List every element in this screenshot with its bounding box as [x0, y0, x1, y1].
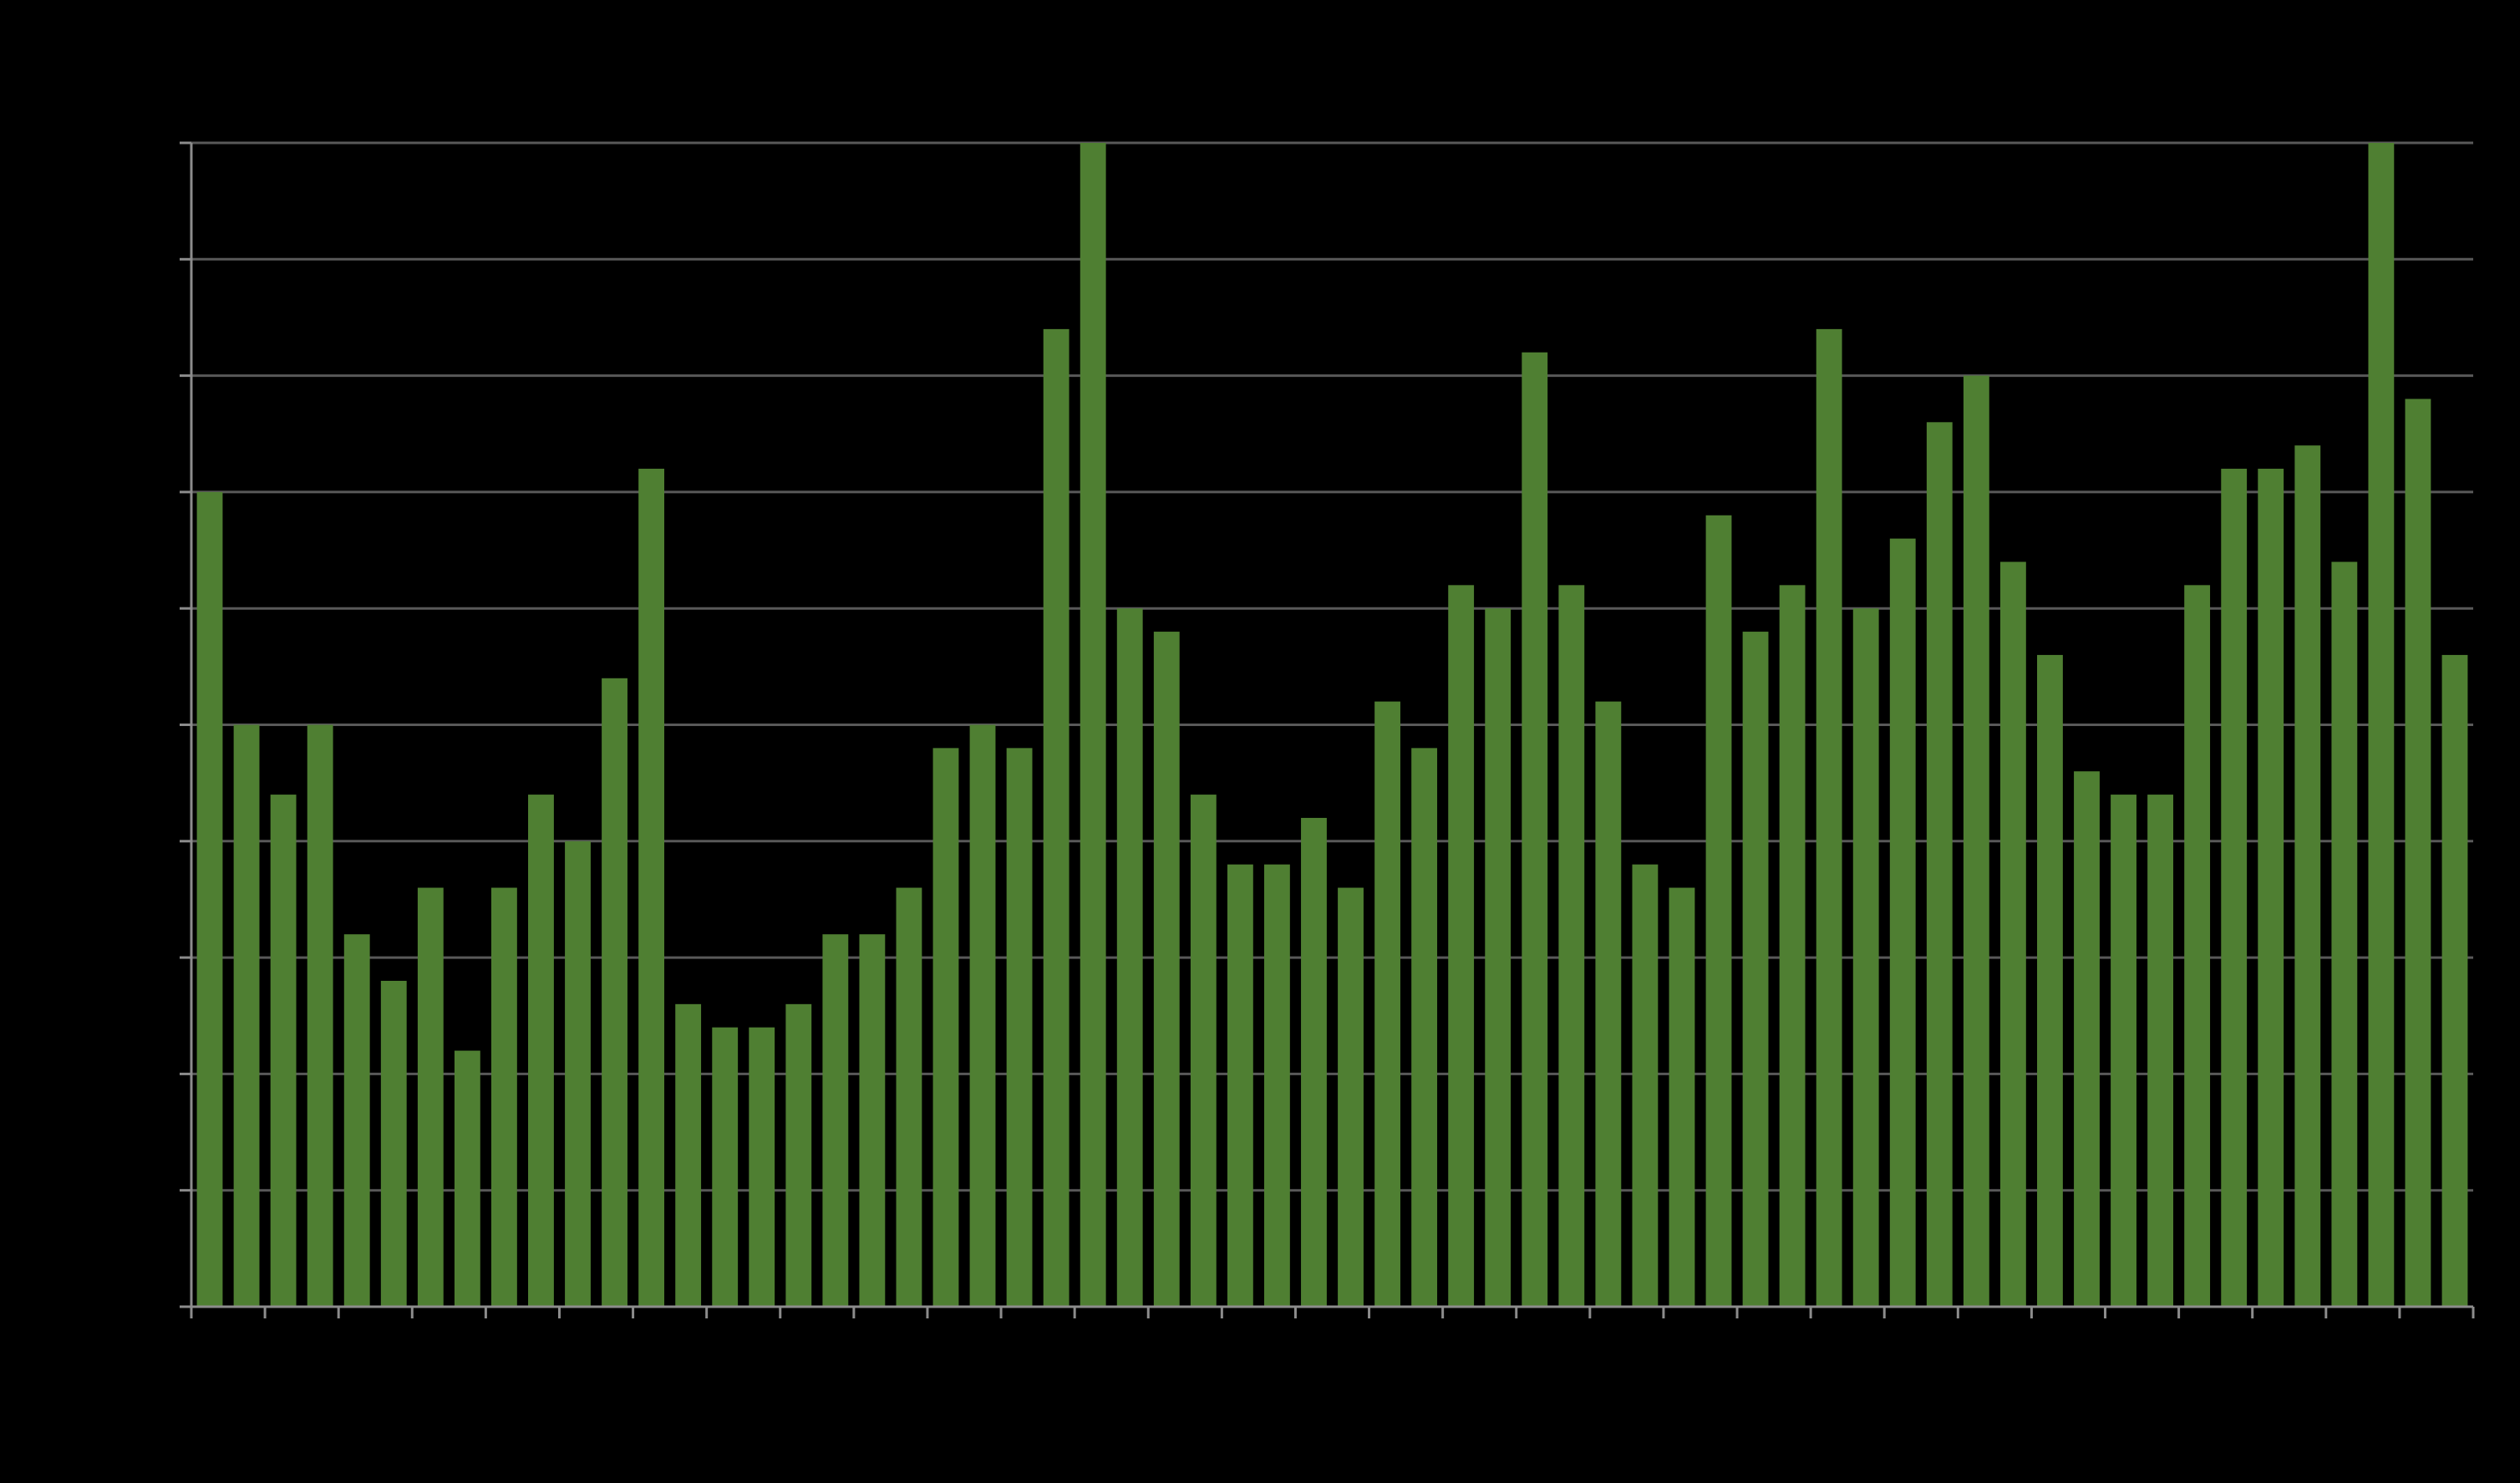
bar — [602, 678, 627, 1307]
bar — [1227, 864, 1253, 1307]
bar — [1116, 608, 1143, 1307]
bar — [1595, 701, 1622, 1307]
bar — [380, 980, 407, 1307]
bar — [1006, 748, 1033, 1307]
bar — [896, 887, 922, 1307]
bar — [2294, 445, 2321, 1308]
bar — [969, 724, 996, 1307]
bar — [859, 934, 886, 1307]
bar — [1926, 422, 1953, 1307]
bar — [307, 724, 333, 1307]
bar — [233, 724, 260, 1307]
bar — [1301, 817, 1327, 1307]
bar — [822, 934, 849, 1307]
bar — [270, 795, 297, 1307]
bar — [2368, 143, 2395, 1307]
bar — [2184, 585, 2211, 1307]
bar — [712, 1027, 739, 1307]
bar — [1080, 143, 1106, 1307]
bar — [2074, 771, 2100, 1307]
bar — [1264, 864, 1290, 1307]
bar — [1963, 375, 1989, 1308]
bar — [2221, 469, 2248, 1307]
bar — [2147, 795, 2174, 1307]
bar — [1852, 608, 1879, 1307]
bar — [1485, 608, 1511, 1307]
bar — [1742, 632, 1769, 1307]
bar — [528, 795, 554, 1307]
bar — [1153, 632, 1180, 1307]
bar — [2037, 654, 2063, 1307]
bar — [785, 1003, 812, 1307]
bar — [1190, 795, 1217, 1307]
bar — [196, 491, 223, 1307]
bar — [749, 1027, 775, 1307]
bar — [932, 748, 959, 1307]
bar — [1338, 887, 1364, 1307]
bar — [1558, 585, 1585, 1307]
bar — [1816, 328, 1842, 1307]
bar — [1411, 748, 1438, 1307]
bar — [2331, 561, 2358, 1307]
bar — [1522, 352, 1548, 1307]
bar — [675, 1003, 702, 1307]
bar — [2258, 469, 2284, 1307]
bar — [1705, 515, 1732, 1307]
bar — [1889, 538, 1916, 1307]
bar — [1632, 864, 1659, 1307]
bar — [2111, 795, 2136, 1307]
bar — [1999, 561, 2026, 1307]
bar — [454, 1050, 480, 1307]
bar — [2441, 654, 2468, 1307]
bar — [2405, 399, 2431, 1308]
bar — [417, 887, 444, 1307]
bar — [638, 469, 665, 1307]
bar — [1374, 701, 1400, 1307]
bar — [343, 934, 370, 1307]
bar — [565, 841, 591, 1307]
bar — [1779, 585, 1806, 1307]
bar — [1448, 585, 1475, 1307]
bar — [490, 887, 517, 1307]
bar — [1043, 328, 1069, 1307]
bar — [1669, 887, 1695, 1307]
